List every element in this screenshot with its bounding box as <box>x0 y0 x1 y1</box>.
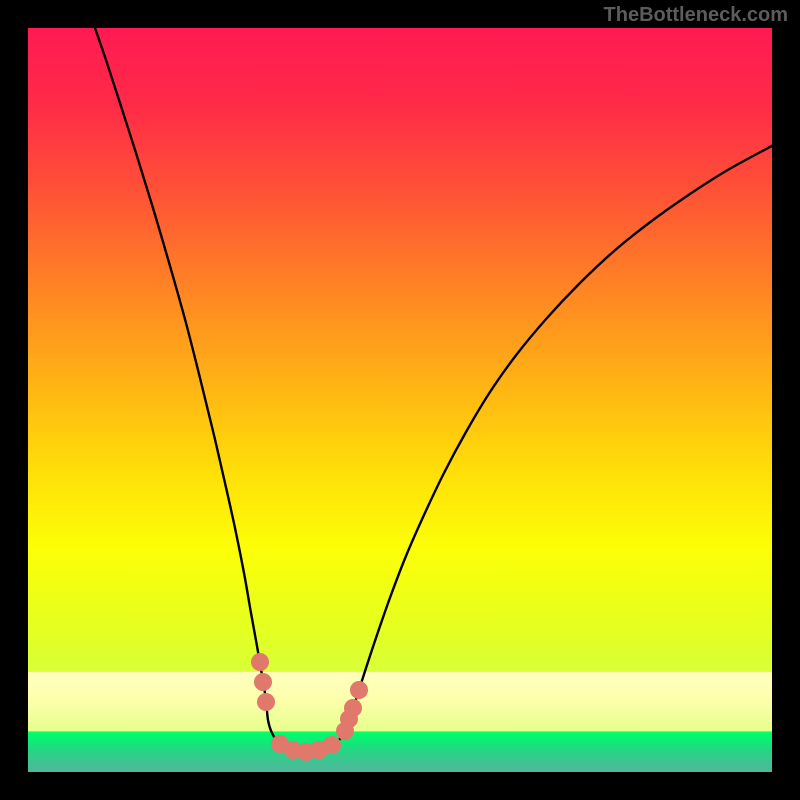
watermark-text: TheBottleneck.com <box>604 4 788 27</box>
curve-marker <box>251 653 269 671</box>
curve-marker <box>323 736 341 754</box>
curve-marker <box>350 681 368 699</box>
curve-marker <box>257 693 275 711</box>
curve-marker <box>254 673 272 691</box>
plot-area <box>28 28 772 772</box>
bottleneck-curve <box>28 28 772 772</box>
curve-marker <box>344 699 362 717</box>
gradient-background <box>28 28 772 772</box>
chart-frame: TheBottleneck.com <box>0 0 800 800</box>
